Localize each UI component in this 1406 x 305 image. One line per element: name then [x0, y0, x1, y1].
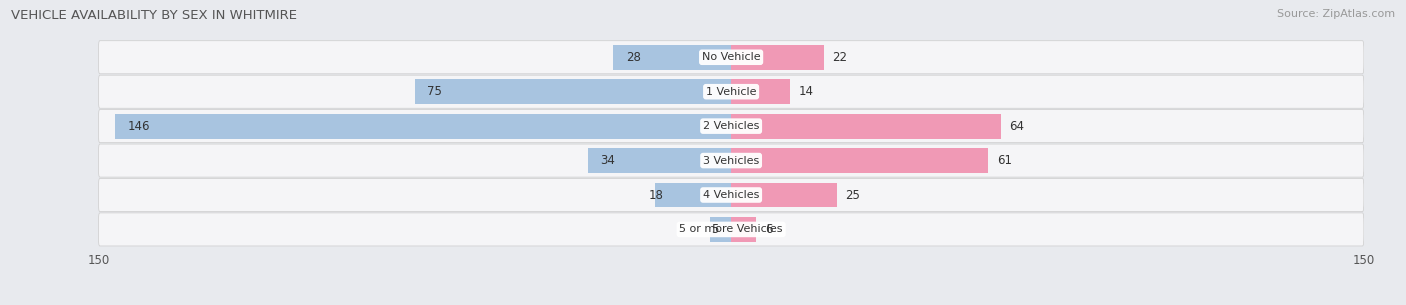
Text: 18: 18	[648, 188, 664, 202]
Text: 61: 61	[997, 154, 1012, 167]
FancyBboxPatch shape	[98, 144, 1364, 177]
Text: 34: 34	[600, 154, 616, 167]
FancyBboxPatch shape	[98, 41, 1364, 74]
Bar	[731, 148, 988, 173]
Text: 5 or more Vehicles: 5 or more Vehicles	[679, 224, 783, 235]
FancyBboxPatch shape	[98, 213, 1364, 246]
Bar	[710, 217, 731, 242]
Text: 14: 14	[799, 85, 814, 98]
Bar	[115, 114, 731, 138]
Bar	[415, 79, 731, 104]
FancyBboxPatch shape	[98, 75, 1364, 108]
Bar	[731, 114, 1001, 138]
Text: 22: 22	[832, 51, 848, 64]
Bar	[731, 79, 790, 104]
Text: 6: 6	[765, 223, 772, 236]
FancyBboxPatch shape	[98, 109, 1364, 143]
Text: 4 Vehicles: 4 Vehicles	[703, 190, 759, 200]
Text: VEHICLE AVAILABILITY BY SEX IN WHITMIRE: VEHICLE AVAILABILITY BY SEX IN WHITMIRE	[11, 9, 297, 22]
Bar	[588, 148, 731, 173]
Text: 5: 5	[711, 223, 718, 236]
Text: 25: 25	[845, 188, 860, 202]
Text: 3 Vehicles: 3 Vehicles	[703, 156, 759, 166]
Text: 75: 75	[427, 85, 443, 98]
Bar	[613, 45, 731, 70]
Text: No Vehicle: No Vehicle	[702, 52, 761, 62]
Text: 28: 28	[626, 51, 641, 64]
Text: 1 Vehicle: 1 Vehicle	[706, 87, 756, 97]
Bar	[731, 217, 756, 242]
Text: Source: ZipAtlas.com: Source: ZipAtlas.com	[1277, 9, 1395, 19]
Bar	[731, 45, 824, 70]
Text: 146: 146	[128, 120, 150, 133]
Bar	[655, 183, 731, 207]
Bar	[731, 183, 837, 207]
Text: 64: 64	[1010, 120, 1025, 133]
Text: 2 Vehicles: 2 Vehicles	[703, 121, 759, 131]
FancyBboxPatch shape	[98, 178, 1364, 212]
